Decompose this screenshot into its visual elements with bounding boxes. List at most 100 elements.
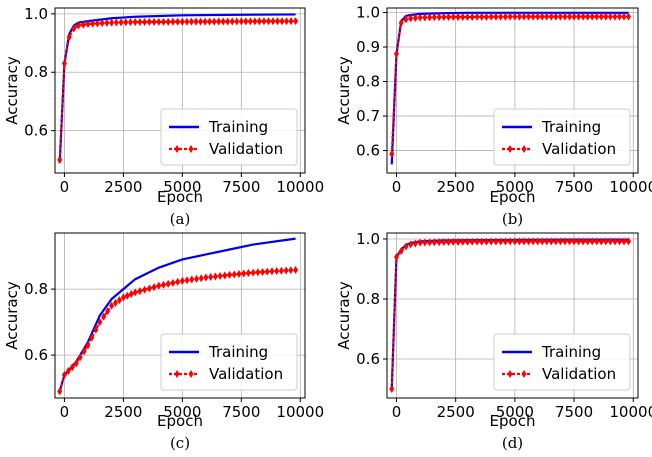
x-tick-label: 0: [392, 178, 402, 196]
validation-marker: [57, 155, 63, 164]
validation-marker: [193, 17, 199, 26]
validation-marker: [66, 33, 72, 42]
validation-marker: [450, 237, 456, 246]
legend-marker-validation: [521, 145, 527, 153]
validation-marker: [441, 238, 447, 246]
legend-box: [160, 333, 298, 391]
validation-marker: [535, 237, 541, 246]
validation-marker: [585, 237, 591, 246]
validation-marker: [479, 12, 485, 21]
validation-marker: [446, 237, 452, 246]
validation-marker: [120, 293, 126, 302]
validation-marker: [94, 19, 100, 28]
validation-marker: [170, 17, 176, 26]
validation-marker: [431, 13, 437, 22]
panel-caption: (d): [502, 434, 523, 452]
validation-marker: [621, 237, 627, 246]
validation-marker: [288, 266, 294, 275]
y-tick-label: 0.8: [24, 63, 48, 81]
validation-marker: [483, 237, 489, 246]
validation-marker: [412, 239, 418, 248]
validation-marker: [207, 17, 213, 26]
validation-marker: [446, 12, 452, 21]
validation-marker: [521, 237, 527, 246]
legend-label-validation: Validation: [209, 140, 283, 158]
validation-marker: [535, 12, 541, 21]
legend-marker-validation: [188, 145, 194, 153]
validation-marker: [179, 17, 185, 26]
validation-marker: [124, 291, 130, 300]
y-tick-label: 0.8: [356, 73, 380, 91]
validation-marker: [93, 325, 99, 334]
validation-marker: [202, 17, 208, 26]
validation-marker: [548, 237, 554, 246]
validation-marker: [460, 12, 466, 21]
x-tick-label: 5000: [163, 178, 201, 196]
legend-label-training: Training: [208, 118, 268, 136]
validation-marker: [479, 237, 485, 246]
validation-marker: [217, 271, 223, 280]
validation-marker: [156, 281, 162, 290]
validation-marker: [398, 18, 404, 27]
validation-marker: [194, 274, 200, 283]
validation-marker: [580, 237, 586, 246]
panel-1: 0 2500 5000 7500 10000 0.6 0.8 1.0 Epoch Accuracy…: [3, 5, 324, 228]
validation-marker: [279, 17, 285, 26]
validation-marker: [612, 237, 618, 246]
validation-marker: [474, 12, 480, 21]
legend-marker-validation: [174, 145, 180, 153]
validation-marker: [284, 17, 290, 26]
legend-label-validation: Validation: [209, 365, 283, 383]
validation-marker: [238, 17, 244, 26]
validation-marker: [99, 19, 105, 28]
validation-marker: [265, 17, 271, 26]
validation-marker: [576, 237, 582, 246]
legend-label-validation: Validation: [542, 365, 616, 383]
validation-marker: [521, 12, 527, 21]
validation-marker: [502, 12, 508, 21]
validation-marker: [116, 296, 122, 305]
validation-marker: [151, 283, 157, 292]
y-tick-label: 0.7: [356, 107, 380, 125]
validation-marker: [483, 12, 489, 21]
validation-marker: [293, 265, 299, 274]
y-axis-label: Accuracy: [335, 281, 353, 350]
validation-marker: [431, 238, 437, 247]
legend-marker-validation: [507, 370, 513, 378]
validation-marker: [516, 12, 522, 21]
validation-marker: [90, 19, 96, 28]
x-tick-label: 7500: [222, 178, 260, 196]
validation-marker: [488, 12, 494, 21]
validation-marker: [516, 237, 522, 246]
y-axis-label: Accuracy: [335, 56, 353, 125]
validation-marker: [184, 276, 190, 285]
validation-marker: [156, 17, 162, 26]
legend-marker-validation: [521, 370, 527, 378]
validation-marker: [77, 353, 83, 362]
validation-marker: [488, 237, 494, 246]
plot-frame: [54, 7, 306, 174]
validation-marker: [544, 12, 550, 21]
validation-marker: [498, 237, 504, 246]
validation-marker: [151, 17, 157, 26]
x-tick-label: 7500: [555, 178, 593, 196]
validation-marker: [278, 266, 284, 275]
validation-marker: [61, 370, 67, 379]
validation-marker: [76, 21, 82, 30]
y-tick-label: 1.0: [356, 230, 380, 248]
validation-marker: [146, 284, 152, 293]
validation-marker: [594, 237, 600, 246]
validation-marker: [165, 17, 171, 26]
validation-marker: [393, 49, 399, 58]
legend: Training Validation: [160, 333, 298, 391]
panel-caption: (a): [170, 210, 191, 228]
validation-marker: [408, 14, 414, 23]
validation-marker: [567, 237, 573, 246]
validation-marker: [422, 238, 428, 247]
validation-marker: [175, 277, 181, 286]
y-tick-label: 0.6: [356, 142, 380, 160]
legend-box: [493, 333, 631, 391]
validation-marker: [216, 17, 222, 26]
validation-marker: [137, 17, 143, 26]
validation-marker: [252, 17, 258, 26]
